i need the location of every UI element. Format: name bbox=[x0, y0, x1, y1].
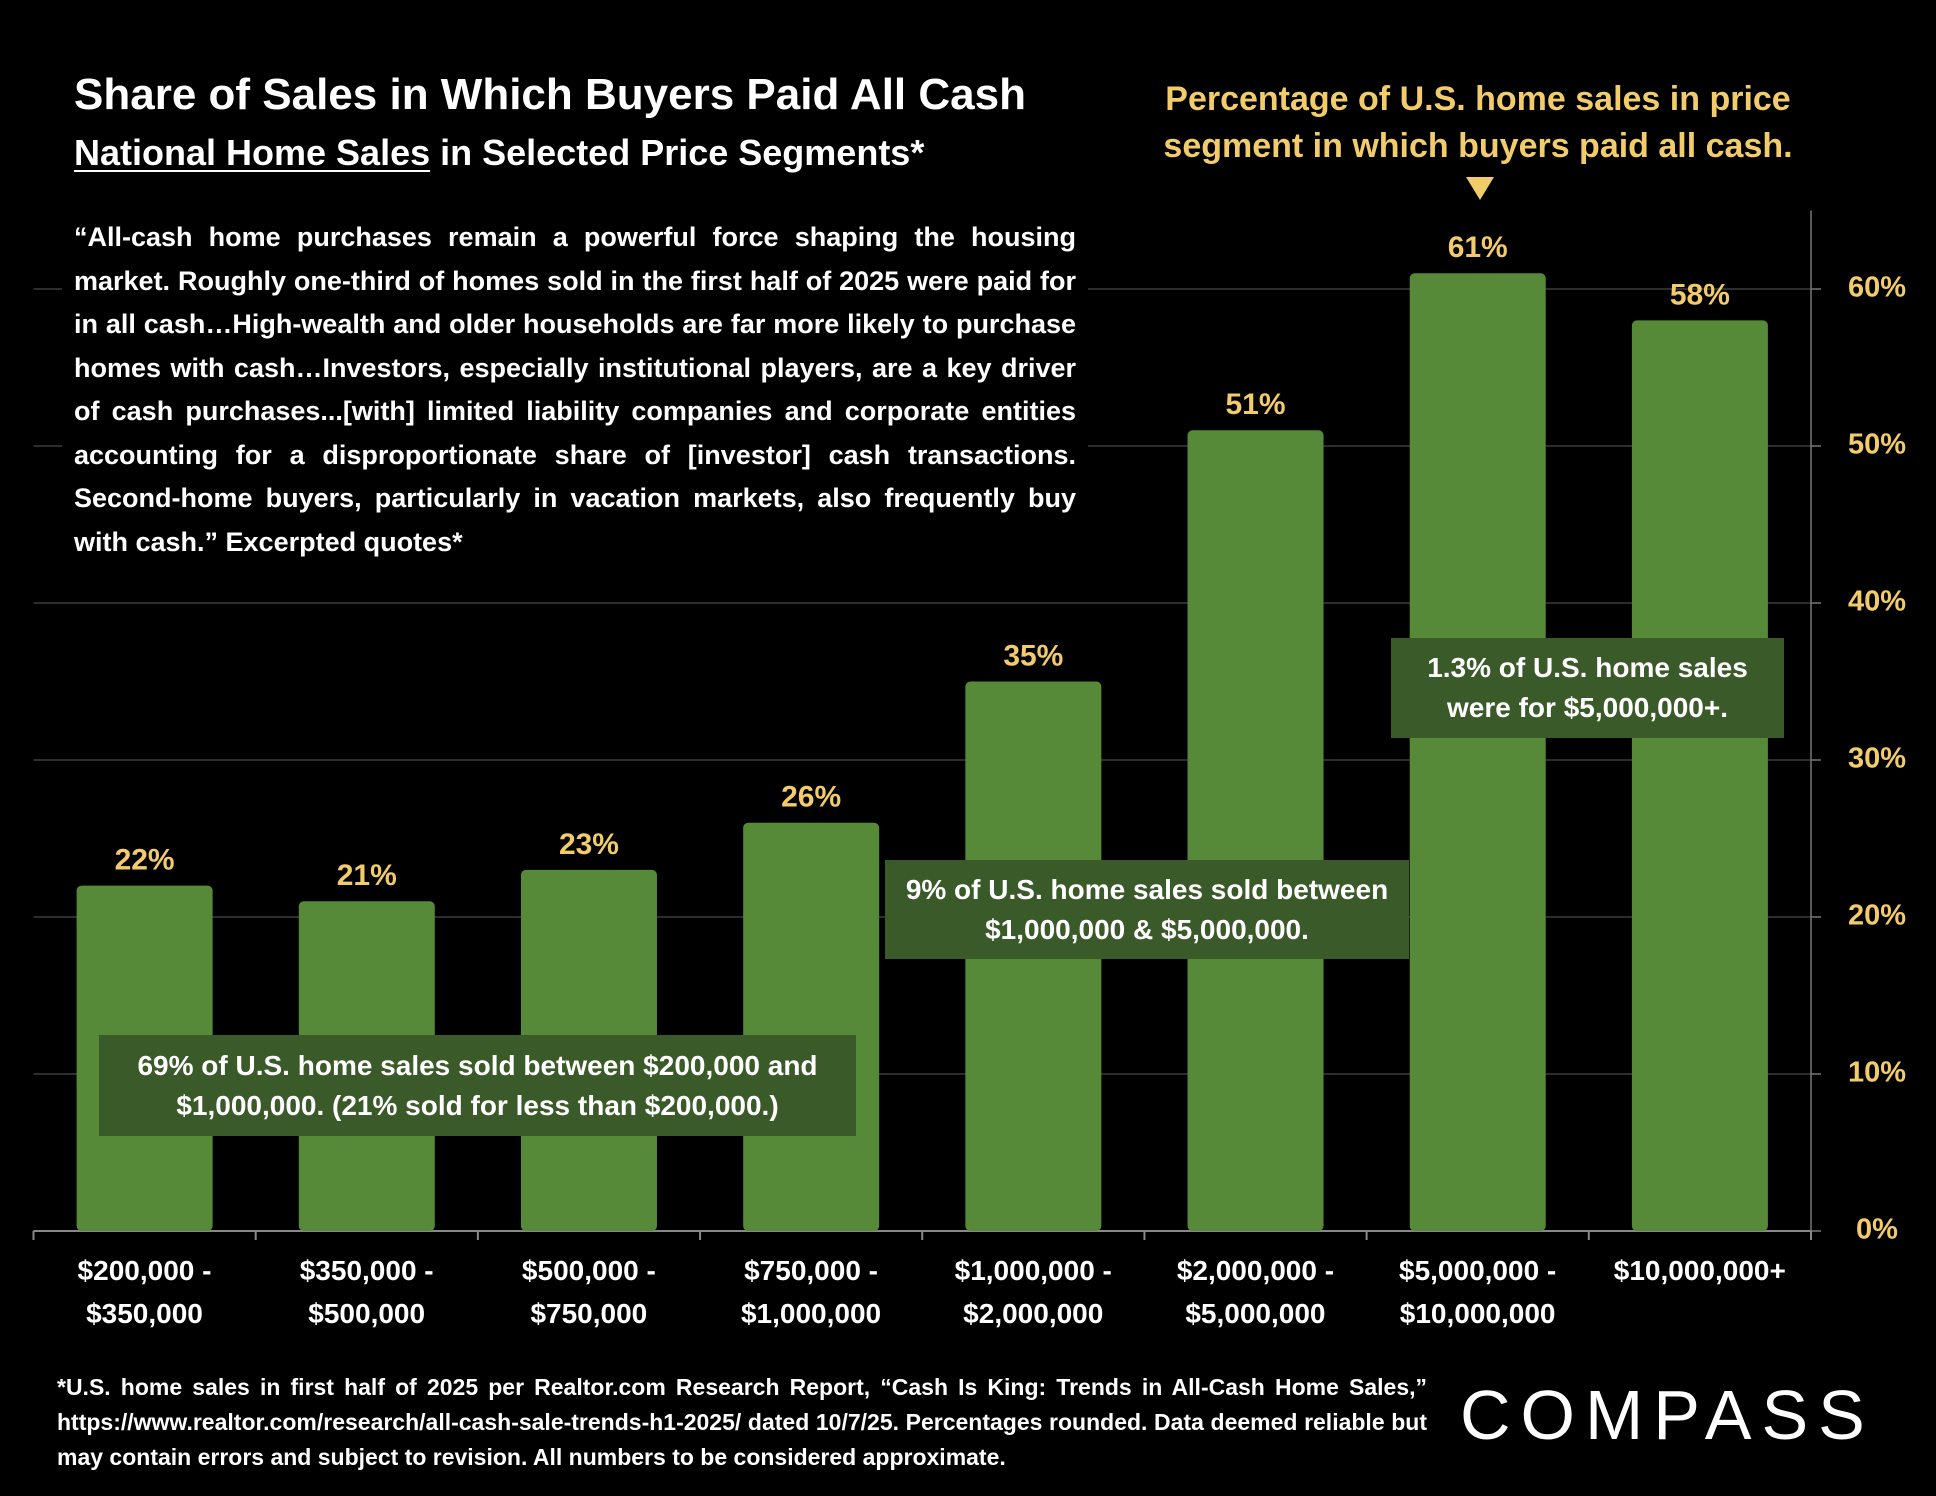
value-label: 26% bbox=[781, 781, 841, 814]
x-tick-label: $750,000 - $1,000,000 bbox=[740, 1255, 882, 1329]
subtitle-rest: in Selected Price Segments* bbox=[440, 132, 925, 173]
value-label: 61% bbox=[1448, 231, 1508, 264]
x-tick-label: $1,000,000 - $2,000,000 bbox=[954, 1255, 1112, 1329]
bar bbox=[1187, 430, 1324, 1231]
subtitle-underlined: National Home Sales bbox=[74, 132, 431, 173]
bar bbox=[743, 822, 880, 1231]
annotation-box: 1.3% of U.S. home sales were for $5,000,… bbox=[1391, 638, 1784, 738]
x-tick-label: $200,000 - $350,000 bbox=[77, 1255, 212, 1329]
y-tick-label: 10% bbox=[1848, 1057, 1906, 1089]
bar bbox=[1631, 320, 1768, 1231]
x-tick-label: $350,000 - $500,000 bbox=[299, 1255, 434, 1329]
y-tick-label: 0% bbox=[1856, 1214, 1898, 1246]
chart-title: Share of Sales in Which Buyers Paid All … bbox=[74, 70, 1026, 119]
y-tick-label: 50% bbox=[1848, 429, 1906, 461]
value-label: 21% bbox=[337, 859, 397, 892]
y-tick-label: 40% bbox=[1848, 586, 1906, 618]
y-tick-label: 60% bbox=[1848, 272, 1906, 304]
value-label: 22% bbox=[115, 844, 175, 877]
x-tick-label: $500,000 - $750,000 bbox=[521, 1255, 656, 1329]
brand-logo: COMPASS bbox=[1460, 1376, 1875, 1454]
value-label: 58% bbox=[1670, 278, 1730, 311]
annotation-box: 9% of U.S. home sales sold between $1,00… bbox=[885, 860, 1409, 959]
x-tick-label: $10,000,000+ bbox=[1613, 1255, 1786, 1286]
y-tick-label: 30% bbox=[1848, 743, 1906, 775]
bar bbox=[1409, 273, 1546, 1231]
legend-note: Percentage of U.S. home sales in price s… bbox=[1163, 80, 1793, 165]
footnote: *U.S. home sales in first half of 2025 p… bbox=[57, 1374, 1427, 1470]
quote: “All-cash home purchases remain a powerf… bbox=[62, 216, 1088, 564]
y-tick-label: 20% bbox=[1848, 900, 1906, 932]
value-label: 35% bbox=[1003, 639, 1063, 672]
value-label: 51% bbox=[1226, 388, 1286, 421]
chart-subtitle: National Home Sales in Selected Price Seg… bbox=[74, 132, 924, 174]
value-label: 23% bbox=[559, 828, 619, 861]
x-tick-label: $2,000,000 - $5,000,000 bbox=[1176, 1255, 1335, 1329]
annotation-box: 69% of U.S. home sales sold between $200… bbox=[99, 1035, 856, 1136]
note-arrow bbox=[1466, 177, 1494, 200]
x-tick-label: $5,000,000 - $10,000,000 bbox=[1399, 1255, 1557, 1329]
